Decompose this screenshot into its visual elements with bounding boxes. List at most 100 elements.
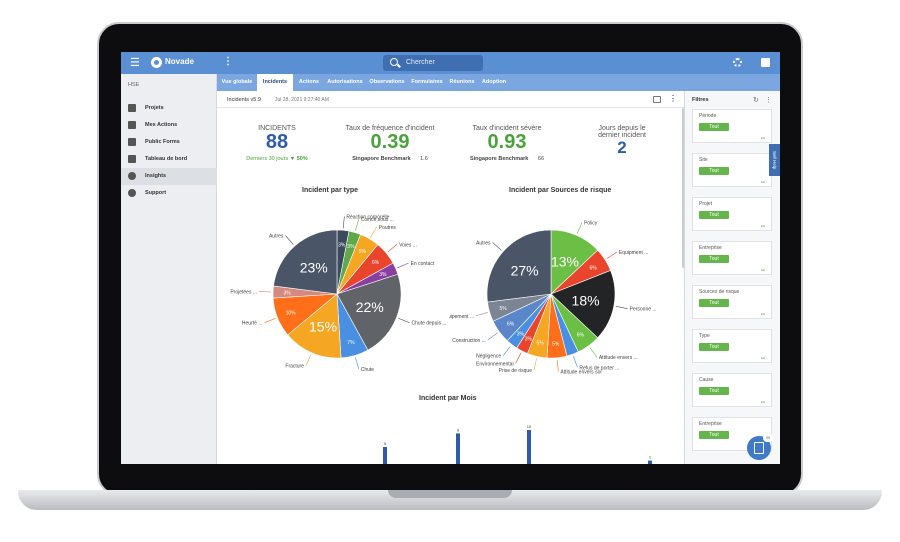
pie-leader-line <box>476 312 488 317</box>
bar[interactable] <box>648 460 652 464</box>
filter-toggle-icon[interactable]: ●● <box>760 312 765 316</box>
filters-more-icon[interactable]: ⋮ <box>765 97 772 104</box>
filter-box[interactable]: Type Tout ●● <box>692 329 772 363</box>
pie-slice-percent: 6% <box>577 332 585 338</box>
search-icon <box>390 58 398 66</box>
refresh-icon[interactable]: ↻ <box>753 97 759 104</box>
tab-reunions[interactable]: Réunions <box>449 79 475 85</box>
filter-chip-tout[interactable]: Tout <box>699 255 729 263</box>
pie-slice-label: Fracture <box>285 364 304 370</box>
bar-value-label: 9 <box>457 427 460 432</box>
pie-leader-line <box>502 345 511 356</box>
tab-formulaires[interactable]: Formulaires <box>411 79 443 85</box>
filter-box[interactable]: Projet Tout ●● <box>692 197 772 231</box>
self-help-tab[interactable]: Self Help <box>769 144 780 176</box>
pie-slice[interactable] <box>486 229 552 303</box>
pie-slice[interactable] <box>287 293 342 359</box>
tab-incidents[interactable]: Incidents <box>257 74 293 91</box>
bar[interactable] <box>456 433 460 464</box>
bar[interactable] <box>383 447 387 464</box>
search-input[interactable]: Chercher <box>383 55 483 71</box>
export-icon[interactable] <box>653 96 661 103</box>
kpi-incidents: INCIDENTS 88 Derniers 30 jours ▼ 50% <box>237 125 317 162</box>
filter-toggle-icon[interactable]: ●● <box>760 224 765 228</box>
search-placeholder: Chercher <box>406 59 435 66</box>
sidebar-item-projets[interactable]: Projets <box>121 100 217 117</box>
pie-slice-percent: 6% <box>507 321 515 327</box>
more-menu-icon[interactable]: ⋮ <box>223 56 233 67</box>
pie-slice[interactable] <box>336 273 402 351</box>
filter-box[interactable]: Site Tout ●● <box>692 153 772 187</box>
tab-vue-globale[interactable]: Vue globale <box>221 79 253 85</box>
bar-chart-month: 5 9 10 1 <box>383 424 652 464</box>
filter-label: Projet <box>699 201 713 207</box>
pie-slice-label: Poutres <box>379 225 397 231</box>
sidebar-item-insights[interactable]: Insights <box>121 168 217 185</box>
filters-title: Filtres <box>692 97 709 103</box>
pie-leader-line <box>606 251 618 259</box>
pie-slice[interactable] <box>273 229 338 295</box>
pie-slice-percent: 3% <box>379 272 387 278</box>
filter-label: Site <box>699 157 708 163</box>
pie-slice-percent: 6% <box>372 260 380 266</box>
filter-chip-tout[interactable]: Tout <box>699 387 729 395</box>
sidebar-item-support[interactable]: Support <box>121 185 217 202</box>
filter-label: Entreprise <box>699 421 722 427</box>
kpi-days-label-1: Jours depuis le <box>598 125 646 132</box>
sidebar-item-public-forms[interactable]: Public Forms <box>121 134 217 151</box>
filter-box[interactable]: Période Tout ●● <box>692 109 772 143</box>
novade-logo-icon <box>151 57 162 68</box>
filter-chip-tout[interactable]: Tout <box>699 211 729 219</box>
pie-slice-label: Construction ... <box>452 338 486 344</box>
sidebar-item-mes-actions[interactable]: Mes Actions <box>121 117 217 134</box>
main-scrollbar[interactable] <box>682 108 685 268</box>
pie-slice[interactable] <box>550 270 616 339</box>
tab-observations[interactable]: Observations <box>369 79 405 85</box>
pie-slice-label: Autres <box>269 233 284 239</box>
pie-leader-line <box>589 347 598 358</box>
filter-toggle-icon[interactable]: ●● <box>760 180 765 184</box>
tab-actions[interactable]: Actions <box>298 79 320 85</box>
pie-slice-label: Equipment ... <box>619 250 648 256</box>
tab-adoption[interactable]: Adoption <box>481 79 507 85</box>
pie-slice-label: Environnemental <box>476 361 514 367</box>
pie-slice-label: Prise de risque <box>499 368 533 374</box>
settings-gear-icon[interactable] <box>733 58 742 67</box>
filter-toggle-icon[interactable]: ●● <box>760 400 765 404</box>
pie-chart-type: 3% Réaction corporelle 3% Coincé sous ... 5%… <box>230 214 447 373</box>
pie-slice-label: Attitude envers soi <box>560 370 601 376</box>
dashboard-more-icon[interactable]: ⋮ <box>669 94 677 103</box>
filter-chip-tout[interactable]: Tout <box>699 123 729 131</box>
pie-leader-line <box>556 359 559 372</box>
filter-toggle-icon[interactable]: ●● <box>760 356 765 360</box>
pie-slice-label: Chute depuis ... <box>412 321 447 327</box>
pie-leader-line <box>397 262 409 269</box>
filter-chip-tout[interactable]: Tout <box>699 343 729 351</box>
benchmark-label: Singapore Benchmark <box>469 156 529 162</box>
calendar-icon <box>128 121 136 129</box>
pie-slice-label: Réaction corporelle <box>346 214 389 220</box>
filter-toggle-icon[interactable]: ●● <box>760 136 765 140</box>
hamburger-menu-icon[interactable]: ☰ <box>130 57 140 69</box>
filter-box[interactable]: Cause Tout ●● <box>692 373 772 407</box>
filter-chip-tout[interactable]: Tout <box>699 299 729 307</box>
filter-box[interactable]: Entreprise Tout ●● <box>692 241 772 275</box>
kpi-frequency-label: Taux de fréquence d'incident <box>345 125 435 132</box>
sidebar-heading: HSE <box>128 82 140 88</box>
benchmark-value: 66 <box>537 156 545 162</box>
sidebar-item-tableau-de-bord[interactable]: Tableau de bord <box>121 151 217 168</box>
kpi-severe-label: Taux d'incident sévère <box>472 125 542 132</box>
tab-autorisations[interactable]: Autorisations <box>327 79 363 85</box>
kpi-incidents-label: INCIDENTS <box>258 125 296 132</box>
filter-chip-tout[interactable]: Tout <box>699 431 729 439</box>
bar[interactable] <box>527 430 531 464</box>
filter-chip-tout[interactable]: Tout <box>699 167 729 175</box>
filter-box[interactable]: Sources de risque Tout ●● <box>692 285 772 319</box>
chart-title-sources: Incident par Sources de risque <box>509 187 612 194</box>
user-profile-icon[interactable] <box>761 58 770 67</box>
filter-toggle-icon[interactable]: ●● <box>760 268 765 272</box>
pie-slice-label: Equipement ... <box>449 314 474 320</box>
pie-slice-label: Coincé sous ... <box>361 217 394 223</box>
filter-label: Sources de risque <box>699 289 740 295</box>
forms-icon <box>128 138 136 146</box>
